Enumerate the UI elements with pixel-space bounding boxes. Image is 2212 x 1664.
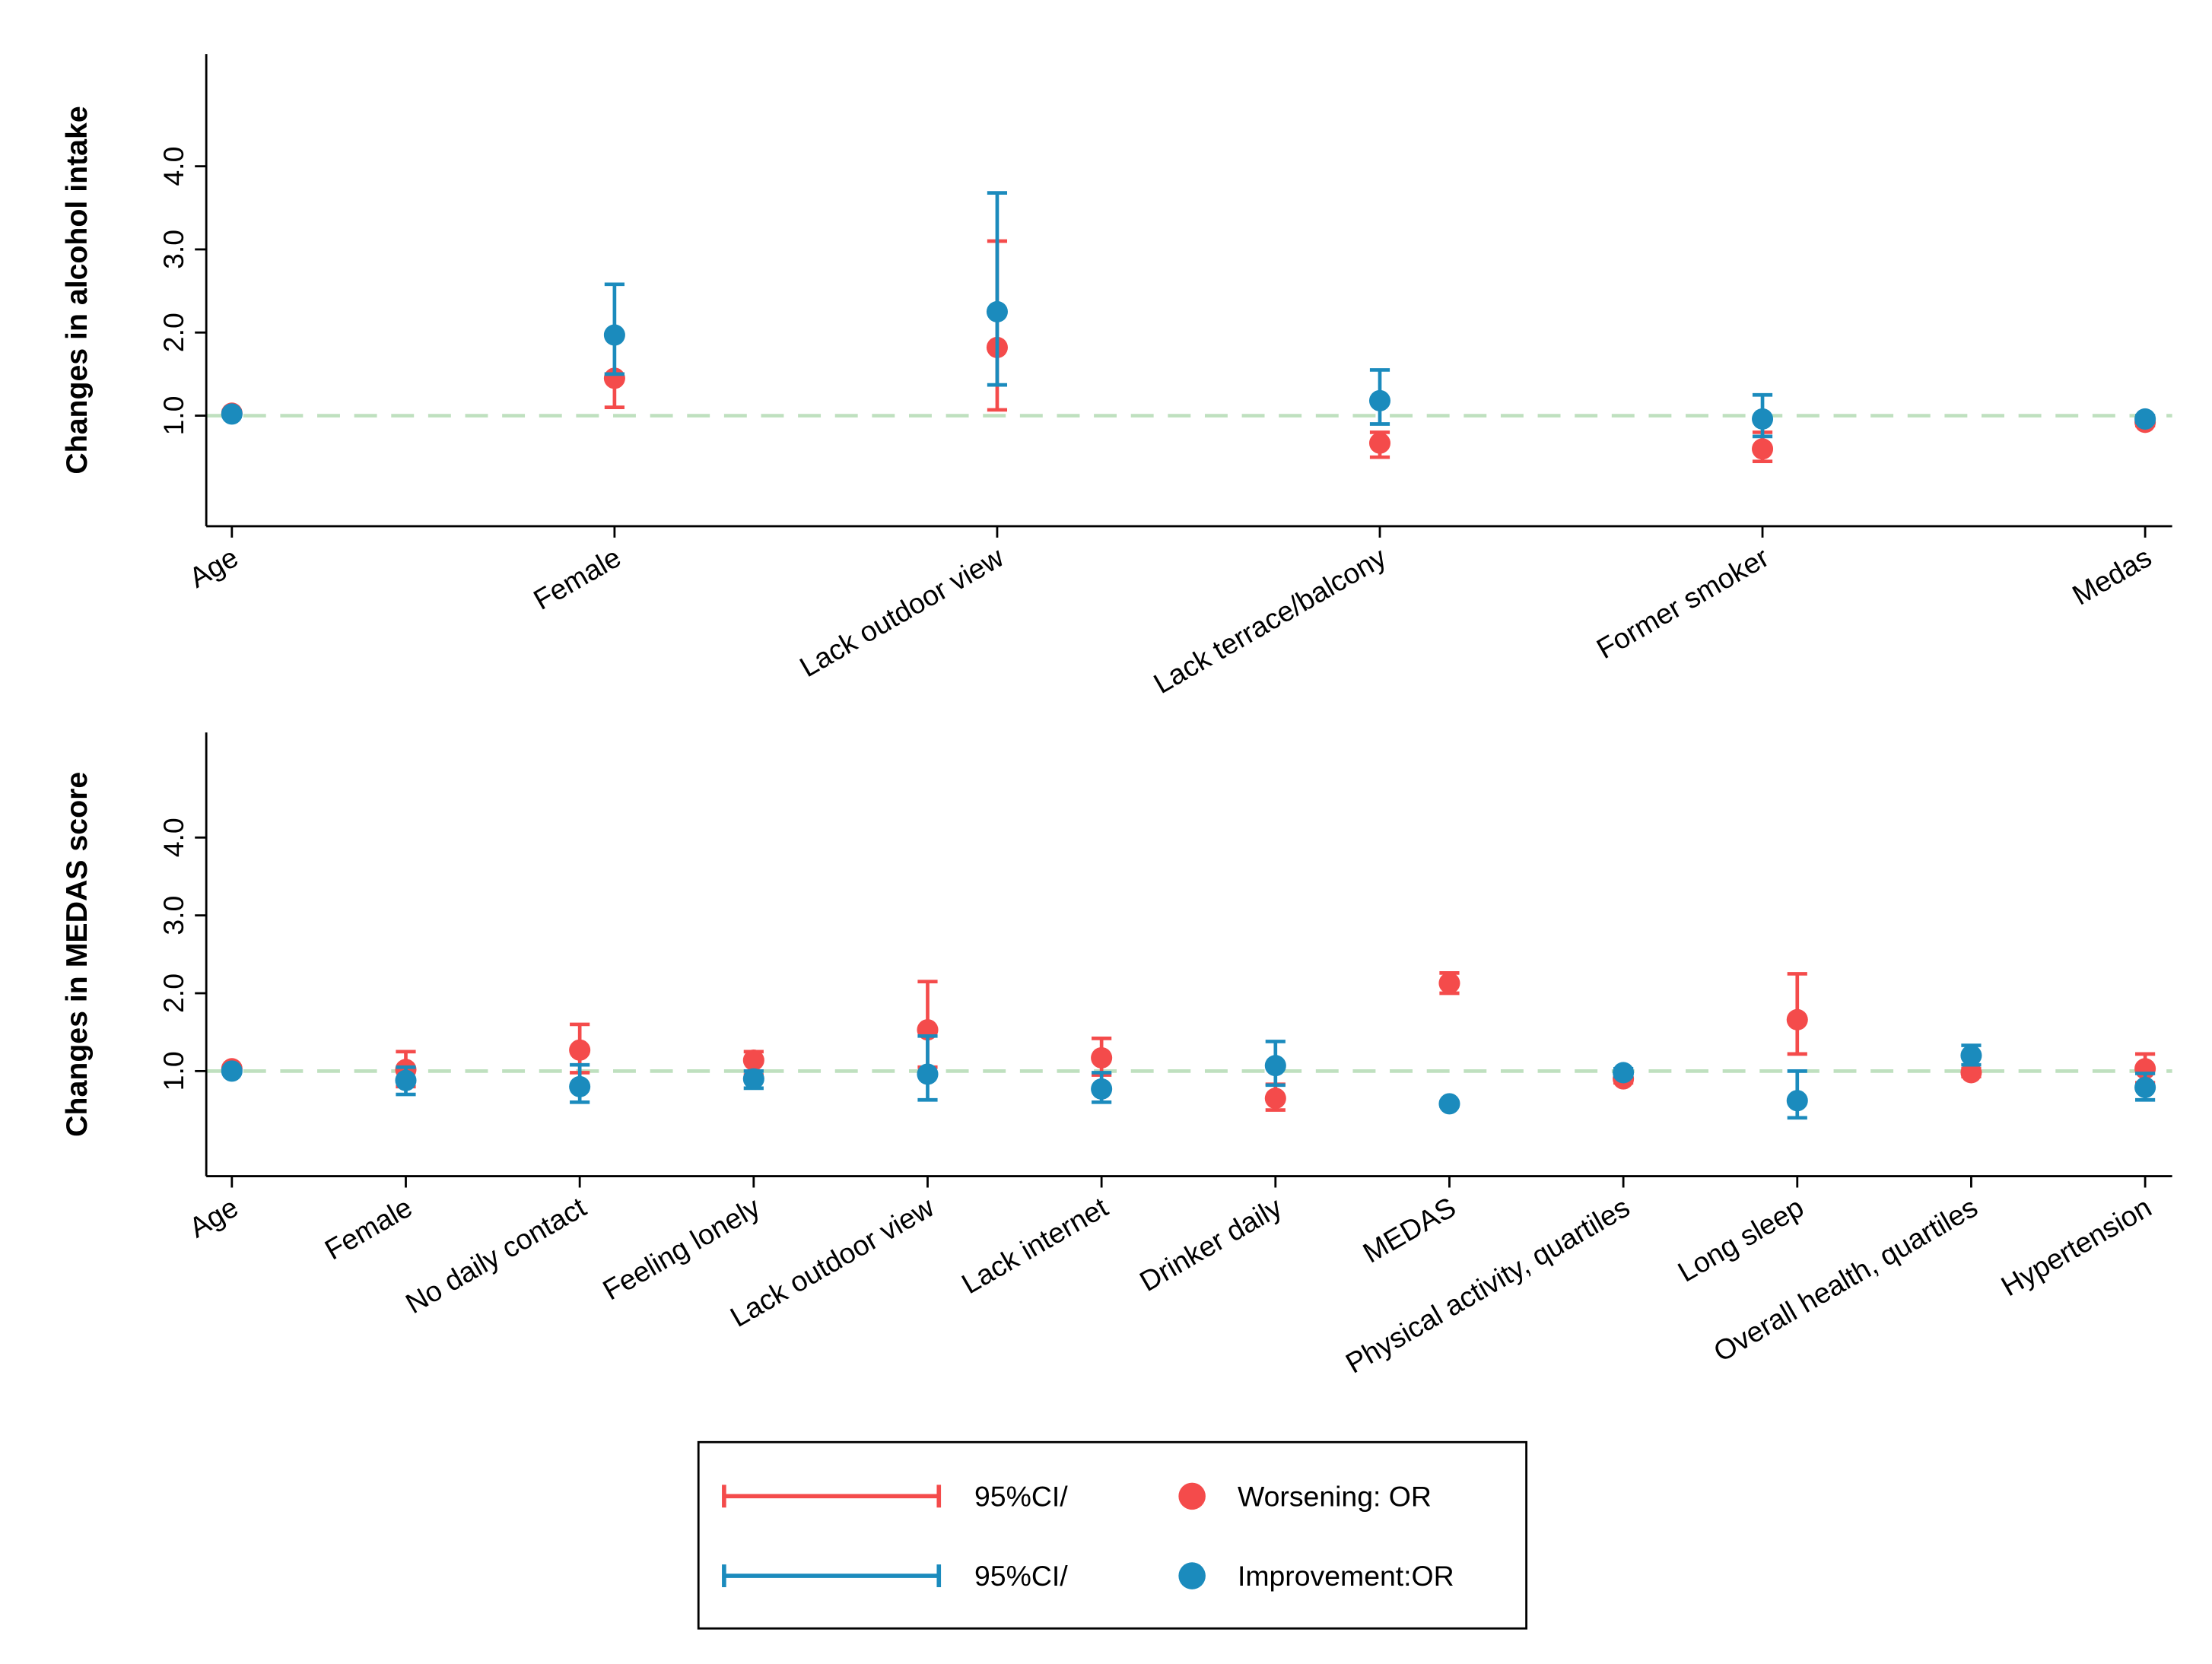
point xyxy=(395,1069,417,1091)
x-tick-label: No daily contact xyxy=(400,1190,592,1319)
x-tick-label: Age xyxy=(183,1191,243,1244)
x-tick-label: Age xyxy=(183,541,243,594)
point xyxy=(569,1075,591,1097)
point xyxy=(569,1039,591,1061)
error-bar xyxy=(987,191,1008,387)
point xyxy=(1091,1078,1113,1100)
point xyxy=(1091,1046,1113,1069)
point xyxy=(1264,1088,1286,1110)
x-tick-label: Female xyxy=(528,541,626,616)
y-tick-label: 2.0 xyxy=(157,973,189,1013)
x-tick-label: MEDAS xyxy=(1358,1191,1461,1269)
point xyxy=(2134,1076,2156,1098)
point xyxy=(1438,1093,1460,1115)
point xyxy=(1752,438,1774,460)
legend-box xyxy=(697,1440,1528,1630)
x-tick-label: Long sleep xyxy=(1673,1191,1809,1288)
y-tick-label: 1.0 xyxy=(157,1051,189,1091)
legend-ci-label: 95%CI/ xyxy=(974,1480,1068,1512)
y-axis-label: Changes in alcohol intake xyxy=(60,106,94,474)
point xyxy=(742,1050,764,1072)
y-tick-label: 3.0 xyxy=(157,230,189,269)
y-axis-label: Changes in MEDAS score xyxy=(60,772,94,1137)
point xyxy=(603,324,625,346)
x-tick-label: Lack internet xyxy=(956,1190,1114,1300)
x-tick-label: Hypertension xyxy=(1996,1191,2157,1303)
point xyxy=(742,1068,764,1090)
point xyxy=(986,300,1008,322)
legend-label: Worsening: OR xyxy=(1238,1480,1432,1512)
x-tick-label: Physical activity, quartiles xyxy=(1340,1191,1635,1380)
legend-label: Improvement:OR xyxy=(1238,1560,1454,1592)
point xyxy=(1752,408,1774,430)
point xyxy=(1613,1062,1635,1084)
point xyxy=(1960,1062,1982,1084)
legend-ci-label: 95%CI/ xyxy=(974,1560,1068,1592)
x-tick-label: Lack terrace/balcony xyxy=(1148,541,1391,700)
point xyxy=(917,1063,939,1085)
point xyxy=(221,403,243,425)
legend-marker xyxy=(1178,1482,1206,1510)
x-tick-label: Female xyxy=(319,1191,418,1266)
y-tick-label: 3.0 xyxy=(157,896,189,935)
x-tick-label: Former smoker xyxy=(1591,541,1774,665)
x-tick-label: Drinker daily xyxy=(1134,1191,1287,1297)
point xyxy=(1368,389,1391,411)
x-tick-label: Lack outdoor view xyxy=(794,541,1009,684)
x-tick-label: Medas xyxy=(2067,541,2156,611)
point xyxy=(1264,1055,1286,1077)
y-tick-label: 4.0 xyxy=(157,818,189,857)
point xyxy=(1960,1044,1982,1066)
point xyxy=(1368,432,1391,454)
point xyxy=(1786,1008,1808,1030)
point xyxy=(221,1060,243,1082)
point xyxy=(1786,1090,1808,1112)
point xyxy=(1438,972,1460,994)
y-tick-label: 1.0 xyxy=(157,396,189,436)
point xyxy=(2134,408,2156,430)
x-tick-label: Feeling lonely xyxy=(597,1191,765,1307)
legend-marker xyxy=(1178,1562,1206,1589)
y-tick-label: 2.0 xyxy=(157,313,189,352)
y-tick-label: 4.0 xyxy=(157,147,189,186)
